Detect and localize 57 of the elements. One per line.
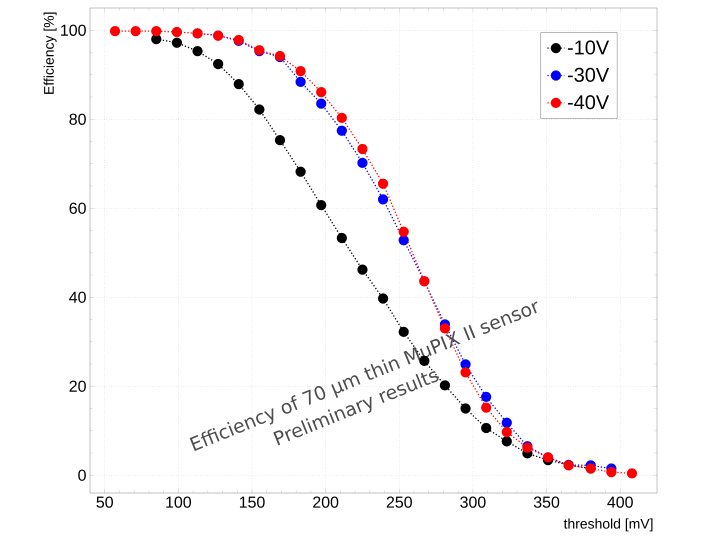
legend-label: -30V — [568, 68, 610, 82]
x-tick-label: 50 — [96, 496, 113, 508]
point — [192, 46, 203, 56]
y-tick-label: 0 — [78, 470, 86, 481]
point — [151, 26, 162, 36]
legend-label: -40V — [568, 95, 610, 110]
point — [316, 98, 326, 109]
point — [460, 403, 471, 414]
x-tick-label: 200 — [313, 496, 338, 508]
point — [130, 26, 141, 36]
point — [398, 235, 409, 246]
y-tick-label: 80 — [69, 114, 86, 125]
x-axis-title: threshold [mV] — [564, 518, 652, 532]
point — [316, 200, 326, 210]
point — [460, 367, 471, 378]
point — [295, 66, 306, 76]
point — [357, 264, 368, 275]
point — [295, 166, 306, 177]
point — [316, 86, 326, 98]
point — [212, 58, 224, 70]
point — [274, 135, 286, 146]
point — [336, 232, 347, 244]
point — [378, 293, 388, 304]
point — [606, 466, 616, 478]
y-tick-label: 100 — [61, 24, 86, 36]
point — [172, 26, 182, 38]
point — [357, 158, 368, 168]
x-tick-label: 400 — [607, 496, 633, 508]
point — [110, 26, 120, 36]
point — [172, 38, 182, 48]
point — [336, 126, 347, 136]
point — [626, 468, 638, 479]
point — [481, 392, 492, 402]
x-tick-label: 300 — [460, 496, 486, 508]
point — [502, 426, 512, 438]
point — [254, 104, 264, 115]
y-tick-label: 40 — [69, 292, 86, 303]
point — [502, 418, 512, 428]
point — [234, 78, 244, 90]
point — [481, 422, 492, 434]
point — [378, 194, 388, 204]
y-tick-label: 60 — [70, 202, 86, 214]
legend-label: -10V — [568, 40, 610, 55]
point — [336, 112, 347, 124]
point — [357, 144, 368, 154]
x-tick-label: 100 — [166, 496, 192, 508]
point — [440, 380, 450, 390]
x-tick-label: 150 — [240, 496, 265, 508]
point — [481, 402, 492, 413]
y-tick-label: 20 — [70, 380, 86, 392]
y-axis-title: Efficiency [%] — [44, 12, 57, 94]
point — [295, 76, 306, 87]
point — [398, 226, 409, 237]
x-tick-label: 250 — [386, 496, 412, 508]
point — [502, 436, 512, 447]
x-tick-label: 350 — [534, 496, 560, 508]
point — [378, 178, 388, 189]
